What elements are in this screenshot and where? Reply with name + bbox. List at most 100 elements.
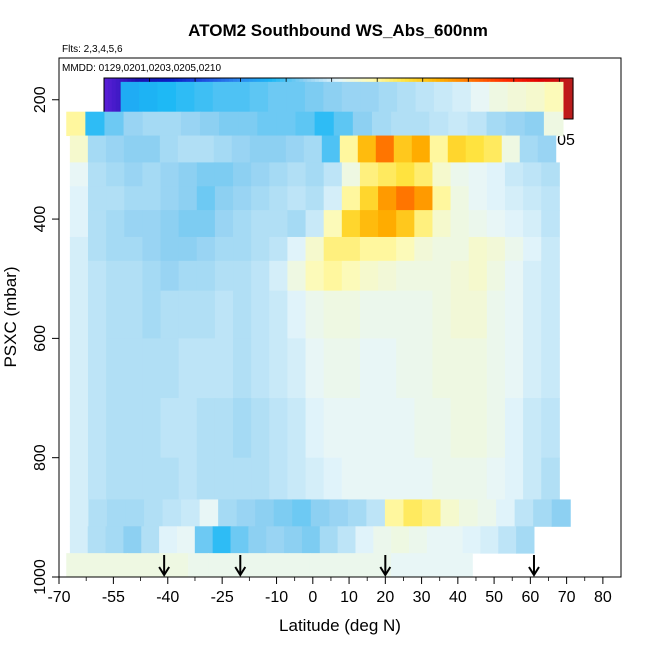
heatmap-cell — [266, 526, 285, 554]
heatmap-cell — [287, 186, 307, 211]
heatmap-cell — [341, 162, 361, 187]
heatmap-cell — [432, 162, 452, 187]
heatmap-cell — [341, 338, 361, 399]
heatmap-cell — [162, 499, 182, 527]
heatmap-cell — [124, 338, 143, 399]
heatmap-cell — [450, 236, 470, 262]
heatmap-cell — [378, 457, 397, 500]
heatmap-cell — [106, 553, 128, 578]
heatmap-cell — [120, 81, 140, 113]
heatmap-cell — [248, 553, 270, 578]
heatmap-cell — [341, 398, 361, 459]
heatmap-cell — [88, 210, 107, 238]
heatmap-cell — [450, 338, 470, 399]
heatmap-cell — [249, 81, 269, 113]
heatmap-cell — [470, 81, 490, 113]
colorbar-segment — [565, 78, 570, 119]
heatmap-cell — [486, 457, 506, 500]
heatmap-cell — [195, 135, 215, 163]
colorbar-segment — [107, 78, 113, 119]
heatmap-cell — [160, 290, 180, 339]
heatmap-cell — [341, 210, 361, 238]
heatmap-cell — [106, 210, 125, 238]
heatmap-cell — [468, 457, 488, 500]
heatmap-cell — [233, 162, 252, 187]
heatmap-cell — [269, 162, 288, 187]
heatmap-cell — [323, 186, 343, 211]
heatmap-cell — [486, 186, 506, 211]
heatmap-cell — [142, 210, 162, 238]
heatmap-cell — [447, 135, 467, 163]
heatmap-cell — [160, 398, 180, 459]
heatmap-cell — [106, 290, 125, 339]
heatmap-cell — [212, 526, 232, 554]
heatmap-cell — [378, 186, 397, 211]
heatmap-cell — [66, 111, 86, 137]
heatmap-cell — [523, 338, 542, 399]
heatmap-cell — [180, 111, 201, 137]
heatmap-cell — [378, 81, 398, 113]
heatmap-cell — [323, 260, 343, 292]
heatmap-cell — [124, 260, 143, 292]
heatmap-cell — [468, 210, 488, 238]
heatmap-cell — [486, 210, 506, 238]
arrow-head — [379, 566, 392, 577]
heatmap-cell — [88, 260, 107, 292]
heatmap-cell — [66, 553, 88, 578]
heatmap-cell — [86, 553, 108, 578]
heatmap-cell — [69, 526, 89, 554]
heatmap-cell — [273, 499, 293, 527]
heatmap-cell — [69, 210, 89, 238]
arrow-marker — [234, 555, 247, 577]
heatmap-cell — [329, 499, 349, 527]
heatmap-cell — [284, 526, 303, 554]
heatmap-cell — [414, 290, 433, 339]
heatmap-cell — [88, 186, 107, 211]
heatmap-cell — [483, 135, 503, 163]
heatmap-cell — [360, 81, 380, 113]
heatmap-cell — [541, 290, 560, 339]
heatmap-cell — [124, 210, 143, 238]
heatmap-cell — [88, 290, 107, 339]
heatmap-cell — [415, 81, 435, 113]
x-tick-label: 40 — [449, 589, 467, 606]
heatmap-cell — [105, 526, 124, 554]
heatmap-cell — [541, 398, 560, 459]
heatmap-cell — [396, 162, 415, 187]
heatmap-cell — [504, 290, 524, 339]
heatmap-cell — [526, 81, 546, 113]
heatmap-cell — [123, 135, 143, 163]
heatmap-cell — [414, 186, 433, 211]
heatmap-cell — [468, 236, 488, 262]
heatmap-cell — [160, 457, 180, 500]
heatmap-cell — [175, 81, 195, 113]
heatmap-cell — [323, 210, 343, 238]
heatmap-cell — [257, 111, 277, 137]
heatmap-cell — [160, 338, 180, 399]
heatmap-cell — [359, 398, 379, 459]
heatmap-cell — [450, 162, 470, 187]
heatmap-cell — [251, 236, 270, 262]
heatmap-cell — [178, 162, 198, 187]
heatmap-cell — [177, 135, 197, 163]
heatmap-cell — [88, 338, 107, 399]
heatmap-cell — [486, 236, 506, 262]
heatmap-cell — [228, 553, 250, 578]
heatmap-cell — [214, 260, 234, 292]
heatmap-cell — [305, 457, 325, 500]
colorbar-segment — [561, 78, 566, 119]
heatmap-cell — [285, 135, 305, 163]
heatmap-cell — [233, 398, 252, 459]
heatmap-cell — [414, 338, 433, 399]
heatmap-cell — [233, 236, 252, 262]
heatmap-cell — [359, 457, 379, 500]
heatmap-cell — [123, 111, 144, 137]
chart-title: ATOM2 Southbound WS_Abs_600nm — [188, 21, 488, 40]
heatmap-cell — [504, 186, 524, 211]
heatmap-cell — [287, 236, 307, 262]
heatmap-cell — [214, 210, 234, 238]
plot-frame — [58, 57, 622, 578]
heatmap-cell — [426, 526, 446, 554]
heatmap-cell — [323, 338, 343, 399]
